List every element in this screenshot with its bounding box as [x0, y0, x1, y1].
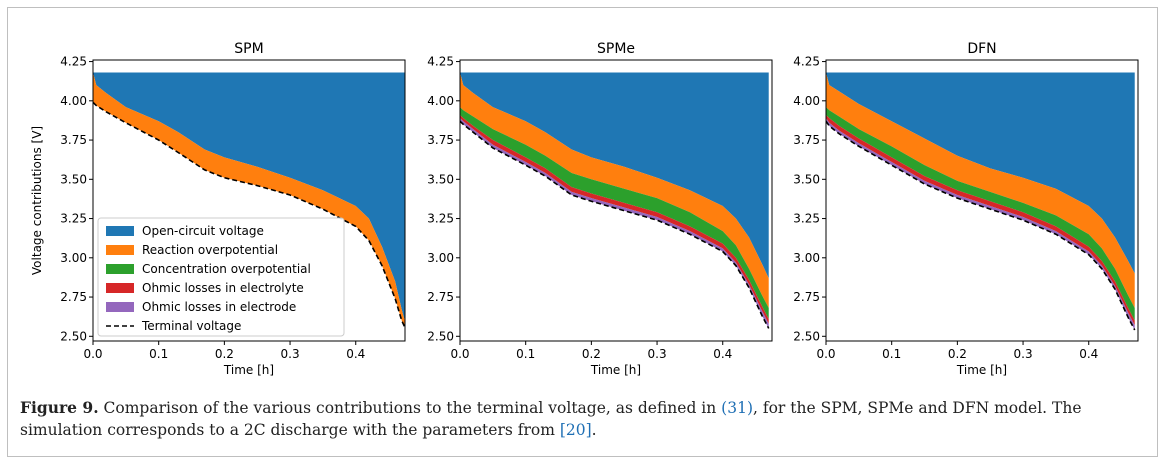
plot-frame: [459, 59, 773, 342]
x-tick-label: 0.3: [648, 347, 667, 361]
legend-item: Open-circuit voltage: [106, 224, 264, 238]
x-tick-label: 0.1: [882, 347, 901, 361]
x-tick-label: 0.3: [281, 347, 300, 361]
legend-label: Ohmic losses in electrode: [142, 300, 296, 314]
legend-item: Reaction overpotential: [106, 243, 278, 257]
x-axis-label: Time [h]: [223, 363, 274, 377]
concentration-band: [460, 107, 769, 320]
x-tick-label: 0.4: [346, 347, 365, 361]
y-tick-label: 3.50: [793, 172, 820, 186]
y-tick-label: 3.00: [60, 251, 87, 265]
y-tick-label: 3.50: [427, 172, 454, 186]
voltage-contributions-figure: SPM 4.25 4.00 3.75 3.50 3.25 3.00 2.75 2.50 0.0 0.…: [30, 41, 1139, 377]
legend: Open-circuit voltage Reaction overpotenti…: [97, 217, 345, 337]
reaction-band: [93, 72, 405, 328]
panel-spme: SPMe 4.25 4.00 3.75 3.50 3.25 3.00 2.75 2.50 0.0 0…: [427, 41, 773, 377]
y-axis-label: Voltage contributions [V]: [30, 126, 44, 275]
y-tick-label: 2.75: [427, 290, 454, 304]
citation-ref-link[interactable]: [20]: [559, 421, 592, 439]
terminal-voltage-line: [826, 120, 1136, 331]
caption-text-2: , for the SPM, SPMe and DFN model. The s…: [20, 399, 1082, 439]
ocv-band: [460, 72, 769, 279]
x-tick-label: 0.2: [948, 347, 967, 361]
panel-title: DFN: [967, 41, 996, 57]
legend-item: Terminal voltage: [106, 319, 241, 333]
caption-label: Figure 9.: [20, 398, 99, 417]
terminal-voltage-line: [93, 101, 405, 330]
y-tick-label: 4.25: [793, 55, 820, 69]
y-tick-label: 3.75: [793, 133, 820, 147]
ocv-band: [93, 72, 405, 322]
y-tick-label: 3.25: [60, 212, 87, 226]
y-tick-label: 3.00: [427, 251, 454, 265]
electrolyte-band: [460, 114, 769, 324]
y-tick-label: 3.00: [793, 251, 820, 265]
legend-box: [97, 217, 345, 337]
concentration-band: [826, 107, 1135, 321]
y-tick-label: 3.50: [60, 172, 87, 186]
x-tick-label: 0.0: [83, 347, 102, 361]
legend-label: Terminal voltage: [141, 319, 241, 333]
reaction-band: [826, 72, 1135, 309]
x-tick-label: 0.0: [450, 347, 469, 361]
y-tick-label: 4.25: [60, 55, 87, 69]
electrolyte-band: [826, 114, 1135, 326]
y-tick-label: 2.50: [427, 329, 454, 343]
y-tick-label: 4.00: [793, 94, 820, 108]
x-tick-label: 0.3: [1014, 347, 1033, 361]
legend-label: Ohmic losses in electrolyte: [142, 281, 304, 295]
caption-text-1: Comparison of the various contributions …: [98, 399, 722, 417]
y-tick-label: 3.75: [60, 133, 87, 147]
panel-spm: SPM 4.25 4.00 3.75 3.50 3.25 3.00 2.75 2.50 0.0 0.…: [60, 41, 406, 377]
plot-frame: [92, 59, 406, 342]
y-tick-label: 2.75: [60, 290, 87, 304]
ocv-band: [826, 72, 1135, 274]
x-axis-label: Time [h]: [956, 363, 1007, 377]
legend-swatch: [106, 283, 134, 293]
x-tick-label: 0.2: [582, 347, 601, 361]
panel-title: SPM: [234, 41, 263, 57]
electrode-band: [460, 118, 769, 329]
y-tick-label: 3.25: [793, 212, 820, 226]
equation-ref-link[interactable]: (31): [721, 399, 753, 417]
panel-dfn: DFN 4.25 4.00 3.75 3.50 3.25 3.00 2.75 2.50 0.0 0.…: [793, 41, 1139, 377]
x-tick-label: 0.0: [816, 347, 835, 361]
legend-swatch: [106, 264, 134, 274]
legend-swatch: [106, 302, 134, 312]
y-tick-label: 2.50: [793, 329, 820, 343]
y-tick-label: 3.75: [427, 133, 454, 147]
y-tick-label: 2.75: [793, 290, 820, 304]
x-tick-label: 0.1: [149, 347, 168, 361]
legend-swatch: [106, 245, 134, 255]
legend-item: Concentration overpotential: [106, 262, 311, 276]
x-axis-label: Time [h]: [590, 363, 641, 377]
plot-frame: [825, 59, 1139, 342]
x-tick-label: 0.2: [215, 347, 234, 361]
y-tick-label: 2.50: [60, 329, 87, 343]
legend-label: Open-circuit voltage: [142, 224, 264, 238]
x-tick-label: 0.4: [713, 347, 732, 361]
y-tick-label: 4.00: [60, 94, 87, 108]
legend-item: Ohmic losses in electrolyte: [106, 281, 304, 295]
legend-label: Concentration overpotential: [142, 262, 311, 276]
y-tick-label: 3.25: [427, 212, 454, 226]
legend-item: Ohmic losses in electrode: [106, 300, 296, 314]
y-tick-label: 4.00: [427, 94, 454, 108]
terminal-voltage-line: [460, 120, 770, 329]
caption-text-3: .: [591, 421, 597, 439]
panel-title: SPMe: [597, 41, 635, 57]
figure-caption: Figure 9. Comparison of the various cont…: [20, 397, 1140, 441]
reaction-band: [460, 72, 769, 309]
x-tick-label: 0.1: [516, 347, 535, 361]
legend-swatch: [106, 226, 134, 236]
legend-label: Reaction overpotential: [142, 243, 278, 257]
y-tick-label: 4.25: [427, 55, 454, 69]
x-tick-label: 0.4: [1079, 347, 1098, 361]
